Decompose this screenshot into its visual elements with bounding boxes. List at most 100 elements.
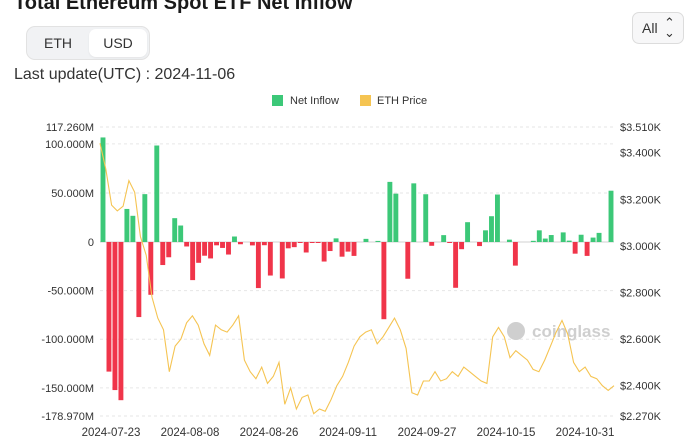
left-axis-tick-label: 100.000M [45, 139, 94, 151]
net-inflow-bar[interactable] [584, 242, 590, 256]
net-inflow-bar[interactable] [130, 215, 136, 242]
net-inflow-bar[interactable] [512, 242, 518, 266]
net-inflow-bar[interactable] [453, 242, 459, 288]
net-inflow-bar[interactable] [393, 193, 399, 242]
net-inflow-bar[interactable] [226, 242, 231, 255]
net-inflow-bar[interactable] [321, 242, 327, 262]
net-inflow-bar[interactable] [441, 235, 447, 242]
net-inflow-bar[interactable] [148, 242, 154, 295]
net-inflow-bar[interactable] [465, 222, 471, 242]
left-axis-tick-label: 50.000M [51, 188, 94, 200]
net-inflow-bar[interactable] [106, 242, 112, 372]
net-inflow-bar[interactable] [136, 242, 142, 318]
net-inflow-bar[interactable] [423, 194, 429, 242]
net-inflow-bar[interactable] [345, 242, 351, 252]
net-inflow-bar[interactable] [447, 242, 453, 243]
eth-toggle-button[interactable]: ETH [44, 35, 72, 51]
last-update-text: Last update(UTC) : 2024-11-06 [14, 66, 236, 83]
watermark: coinglass [507, 322, 610, 341]
net-inflow-bar[interactable] [608, 190, 614, 242]
net-inflow-bar[interactable] [489, 216, 494, 242]
right-axis-tick-label: $2.270K [620, 411, 662, 423]
net-inflow-bar[interactable] [100, 137, 106, 242]
net-inflow-bar[interactable] [172, 218, 178, 242]
left-axis-tick-label: -178.970M [41, 411, 94, 423]
net-inflow-bar[interactable] [220, 242, 225, 248]
net-inflow-bar[interactable] [190, 242, 196, 281]
range-select-label: All [642, 20, 658, 36]
net-inflow-bar[interactable] [590, 237, 596, 242]
net-inflow-bar[interactable] [261, 242, 267, 246]
x-axis-tick-label: 2024-08-26 [240, 427, 299, 439]
net-inflow-bar[interactable] [178, 225, 184, 242]
net-inflow-bar[interactable] [255, 242, 261, 289]
net-inflow-bar[interactable] [303, 242, 309, 253]
net-inflow-bar[interactable] [542, 238, 548, 242]
net-inflow-bar[interactable] [279, 242, 285, 279]
net-inflow-bar[interactable] [112, 242, 118, 391]
net-inflow-bar[interactable] [297, 242, 303, 243]
net-inflow-bar[interactable] [208, 242, 214, 259]
net-inflow-bar[interactable] [477, 242, 482, 247]
net-inflow-bar[interactable] [267, 242, 273, 276]
net-inflow-bar[interactable] [333, 238, 339, 242]
net-inflow-bar[interactable] [530, 240, 536, 242]
range-select[interactable]: All ⌃ ⌄ [632, 12, 684, 44]
net-inflow-bar[interactable] [315, 242, 321, 243]
right-axis-tick-label: $2.400K [620, 381, 662, 393]
net-inflow-bar[interactable] [566, 240, 572, 242]
net-inflow-bar[interactable] [196, 242, 202, 263]
right-axis-tick-label: $3.200K [620, 194, 662, 206]
net-inflow-bar[interactable] [166, 242, 172, 258]
net-inflow-bar[interactable] [483, 230, 488, 242]
net-inflow-bar[interactable] [572, 242, 578, 254]
page-title: Total Ethereum Spot ETF Net Inflow [14, 0, 353, 14]
x-axis-tick-label: 2024-08-08 [161, 427, 220, 439]
net-inflow-bar[interactable] [339, 242, 345, 257]
left-axis: 117.260M 100.000M 50.000M 0 -50.000M -100.000… [41, 122, 94, 423]
net-inflow-bar[interactable] [124, 208, 130, 242]
net-inflow-bar[interactable] [327, 242, 333, 252]
right-axis-tick-label: $3.510K [620, 122, 662, 134]
net-inflow-bar[interactable] [154, 145, 160, 243]
legend-label-eth-price[interactable]: ETH Price [377, 95, 427, 107]
net-inflow-bar[interactable] [309, 242, 315, 243]
unit-toggle: ETH USD [26, 26, 150, 60]
net-inflow-bar[interactable] [506, 239, 512, 242]
net-inflow-bar[interactable] [142, 194, 148, 242]
net-inflow-bar[interactable] [118, 242, 124, 401]
net-inflow-bar[interactable] [285, 242, 291, 249]
net-inflow-bar[interactable] [249, 242, 255, 246]
net-inflow-bar[interactable] [495, 194, 500, 242]
net-inflow-bar[interactable] [375, 240, 381, 242]
legend-label-net-inflow[interactable]: Net Inflow [290, 95, 339, 107]
net-inflow-bar[interactable] [381, 242, 387, 320]
x-axis-tick-label: 2024-09-11 [319, 427, 377, 439]
net-inflow-bar[interactable] [214, 242, 219, 246]
net-inflow-bar[interactable] [548, 235, 554, 242]
x-axis-tick-label: 2024-09-27 [398, 427, 457, 439]
net-inflow-bar[interactable] [578, 234, 584, 242]
left-axis-tick-label: -100.000M [41, 334, 94, 346]
net-inflow-bar[interactable] [536, 230, 542, 242]
net-inflow-bar[interactable] [405, 242, 411, 279]
net-inflow-bar[interactable] [202, 242, 208, 256]
net-inflow-bar[interactable] [411, 183, 417, 242]
net-inflow-bar[interactable] [351, 242, 357, 256]
net-inflow-bar[interactable] [560, 232, 566, 242]
net-inflow-bar[interactable] [429, 242, 435, 246]
net-inflow-bar[interactable] [596, 232, 602, 242]
net-inflow-bar[interactable] [160, 242, 166, 266]
left-axis-tick-label: 0 [88, 237, 94, 249]
usd-toggle-button[interactable]: USD [89, 29, 147, 57]
watermark-text: coinglass [532, 322, 610, 341]
net-inflow-bar[interactable] [184, 242, 190, 247]
net-inflow-bar[interactable] [238, 242, 243, 245]
coinglass-logo-icon [507, 322, 525, 340]
net-inflow-bar[interactable] [387, 181, 393, 242]
net-inflow-bar[interactable] [459, 242, 465, 250]
right-axis-tick-label: $3.400K [620, 148, 662, 160]
net-inflow-bar[interactable] [291, 242, 297, 248]
net-inflow-bar[interactable] [363, 238, 369, 242]
net-inflow-bar[interactable] [232, 236, 237, 242]
